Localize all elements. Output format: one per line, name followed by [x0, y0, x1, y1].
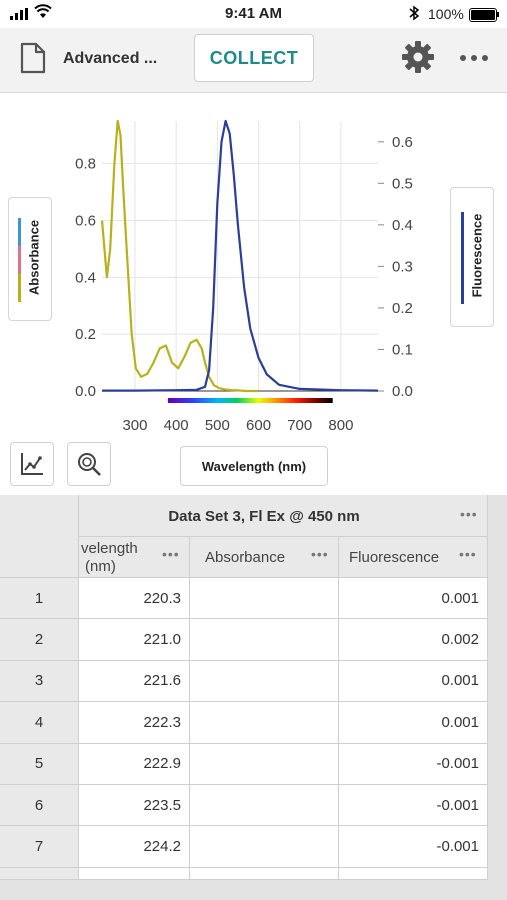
cell-fluorescence[interactable]: 0.001	[339, 702, 488, 744]
cell-absorbance[interactable]	[190, 578, 339, 620]
absorbance-legend[interactable]: Absorbance	[8, 197, 52, 321]
cell-fluorescence[interactable]: 0.001	[339, 578, 488, 620]
dataset-title: Data Set 3, Fl Ex @ 450 nm	[168, 508, 360, 525]
fluorescence-axis-label: Fluorescence	[469, 213, 485, 298]
zoom-icon	[78, 453, 101, 476]
y-right-tick-label: 0.5	[392, 175, 413, 192]
cell-absorbance[interactable]	[190, 619, 339, 661]
visible-spectrum-bar	[167, 398, 333, 403]
collect-button[interactable]: COLLECT	[194, 34, 314, 82]
gear-icon[interactable]	[401, 40, 435, 74]
y-left-tick-label: 0.4	[75, 269, 96, 286]
column-unit-wavelength: (nm)	[85, 558, 116, 575]
column-menu-icon[interactable]: •••	[459, 546, 477, 562]
row-number: 4	[0, 702, 79, 744]
bluetooth-icon	[409, 5, 420, 21]
cell-absorbance[interactable]	[190, 702, 339, 744]
signal-bars-icon	[10, 8, 28, 20]
bottom-bar	[0, 880, 507, 900]
table-row-partial	[79, 867, 190, 880]
status-bar: 9:41 AM 100%	[0, 0, 507, 28]
y-right-tick-label: 0.4	[392, 217, 413, 234]
battery-nub	[497, 12, 499, 17]
battery-icon	[469, 8, 497, 22]
row-number: 5	[0, 743, 79, 785]
column-menu-icon[interactable]: •••	[311, 546, 329, 562]
battery-percentage: 100%	[428, 6, 464, 22]
row-number: 2	[0, 619, 79, 661]
y-right-tick-label: 0.2	[392, 300, 413, 317]
row-number: 1	[0, 578, 79, 620]
y-right-tick-label: 0.3	[392, 258, 413, 275]
dataset-header[interactable]: Data Set 3, Fl Ex @ 450 nm •••	[79, 495, 488, 537]
y-left-tick-label: 0.8	[75, 156, 96, 173]
cell-wavelength[interactable]: 221.6	[79, 660, 190, 703]
y-right-tick-label: 0.1	[392, 341, 413, 358]
table-corner	[0, 495, 79, 578]
x-axis-selector[interactable]: Wavelength (nm)	[180, 446, 328, 486]
cell-wavelength[interactable]: 222.3	[79, 702, 190, 744]
y-left-tick-label: 0.6	[75, 212, 96, 229]
zoom-button[interactable]	[67, 442, 111, 486]
status-time: 9:41 AM	[225, 5, 282, 22]
cell-absorbance[interactable]	[190, 826, 339, 868]
absorbance-axis-label: Absorbance	[26, 219, 42, 296]
cell-fluorescence[interactable]: -0.001	[339, 743, 488, 785]
cell-fluorescence[interactable]: -0.001	[339, 785, 488, 827]
y-right-tick-label: 0.0	[392, 383, 413, 400]
x-tick-label: 500	[205, 417, 230, 434]
cell-wavelength[interactable]: 221.0	[79, 619, 190, 661]
cell-absorbance[interactable]	[190, 785, 339, 827]
cell-wavelength[interactable]: 222.9	[79, 743, 190, 785]
graph-area: 300 400 500 600 700 800 0.0 0.2 0.4 0.6 0.8 0.0 0.1 0…	[0, 93, 507, 495]
row-number: 7	[0, 826, 79, 868]
experiment-title[interactable]: Advanced ...	[63, 50, 158, 67]
row-number: 3	[0, 660, 79, 703]
column-header-fluorescence[interactable]: Fluorescence •••	[339, 537, 488, 578]
cell-wavelength[interactable]: 224.2	[79, 826, 190, 868]
column-label-wavelength: velength	[81, 540, 138, 557]
y-right-tick-label: 0.6	[392, 134, 413, 151]
column-header-absorbance[interactable]: Absorbance •••	[190, 537, 339, 578]
column-label-absorbance: Absorbance	[205, 549, 286, 566]
column-label-fluorescence: Fluorescence	[349, 549, 440, 566]
cell-absorbance[interactable]	[190, 743, 339, 785]
cell-wavelength[interactable]: 220.3	[79, 578, 190, 620]
cell-fluorescence[interactable]: 0.001	[339, 660, 488, 703]
line-chart-icon	[21, 453, 43, 475]
more-options-icon[interactable]	[459, 54, 489, 62]
x-tick-label: 300	[122, 417, 147, 434]
y-left-tick-label: 0.2	[75, 326, 96, 343]
x-tick-label: 600	[246, 417, 271, 434]
series-line-fluorescence	[102, 119, 379, 392]
cell-fluorescence[interactable]: 0.002	[339, 619, 488, 661]
x-tick-label: 800	[328, 417, 353, 434]
table-row-partial	[0, 867, 79, 880]
series-line-absorbance	[100, 119, 259, 393]
y-left-tick-label: 0.0	[75, 383, 96, 400]
table-row-partial	[339, 867, 488, 880]
cell-absorbance[interactable]	[190, 660, 339, 703]
row-number: 6	[0, 785, 79, 827]
table-row-partial	[190, 867, 339, 880]
file-icon[interactable]	[20, 42, 46, 74]
x-tick-label: 400	[164, 417, 189, 434]
data-table: Data Set 3, Fl Ex @ 450 nm ••• velength …	[0, 495, 507, 880]
app-toolbar: Advanced ... COLLECT	[0, 28, 507, 93]
x-tick-label: 700	[287, 417, 312, 434]
column-menu-icon[interactable]: •••	[162, 546, 180, 562]
cell-fluorescence[interactable]: -0.001	[339, 826, 488, 868]
fluorescence-legend[interactable]: Fluorescence	[450, 187, 494, 327]
dataset-menu-icon[interactable]: •••	[460, 506, 478, 522]
cell-wavelength[interactable]: 223.5	[79, 785, 190, 827]
column-header-wavelength[interactable]: velength (nm) •••	[79, 537, 190, 578]
spectrum-chart[interactable]: 300 400 500 600 700 800 0.0 0.2 0.4 0.6 0.8 0.0 0.1 0…	[0, 93, 507, 438]
graph-tools-button[interactable]	[10, 442, 54, 486]
wifi-icon	[34, 4, 52, 18]
